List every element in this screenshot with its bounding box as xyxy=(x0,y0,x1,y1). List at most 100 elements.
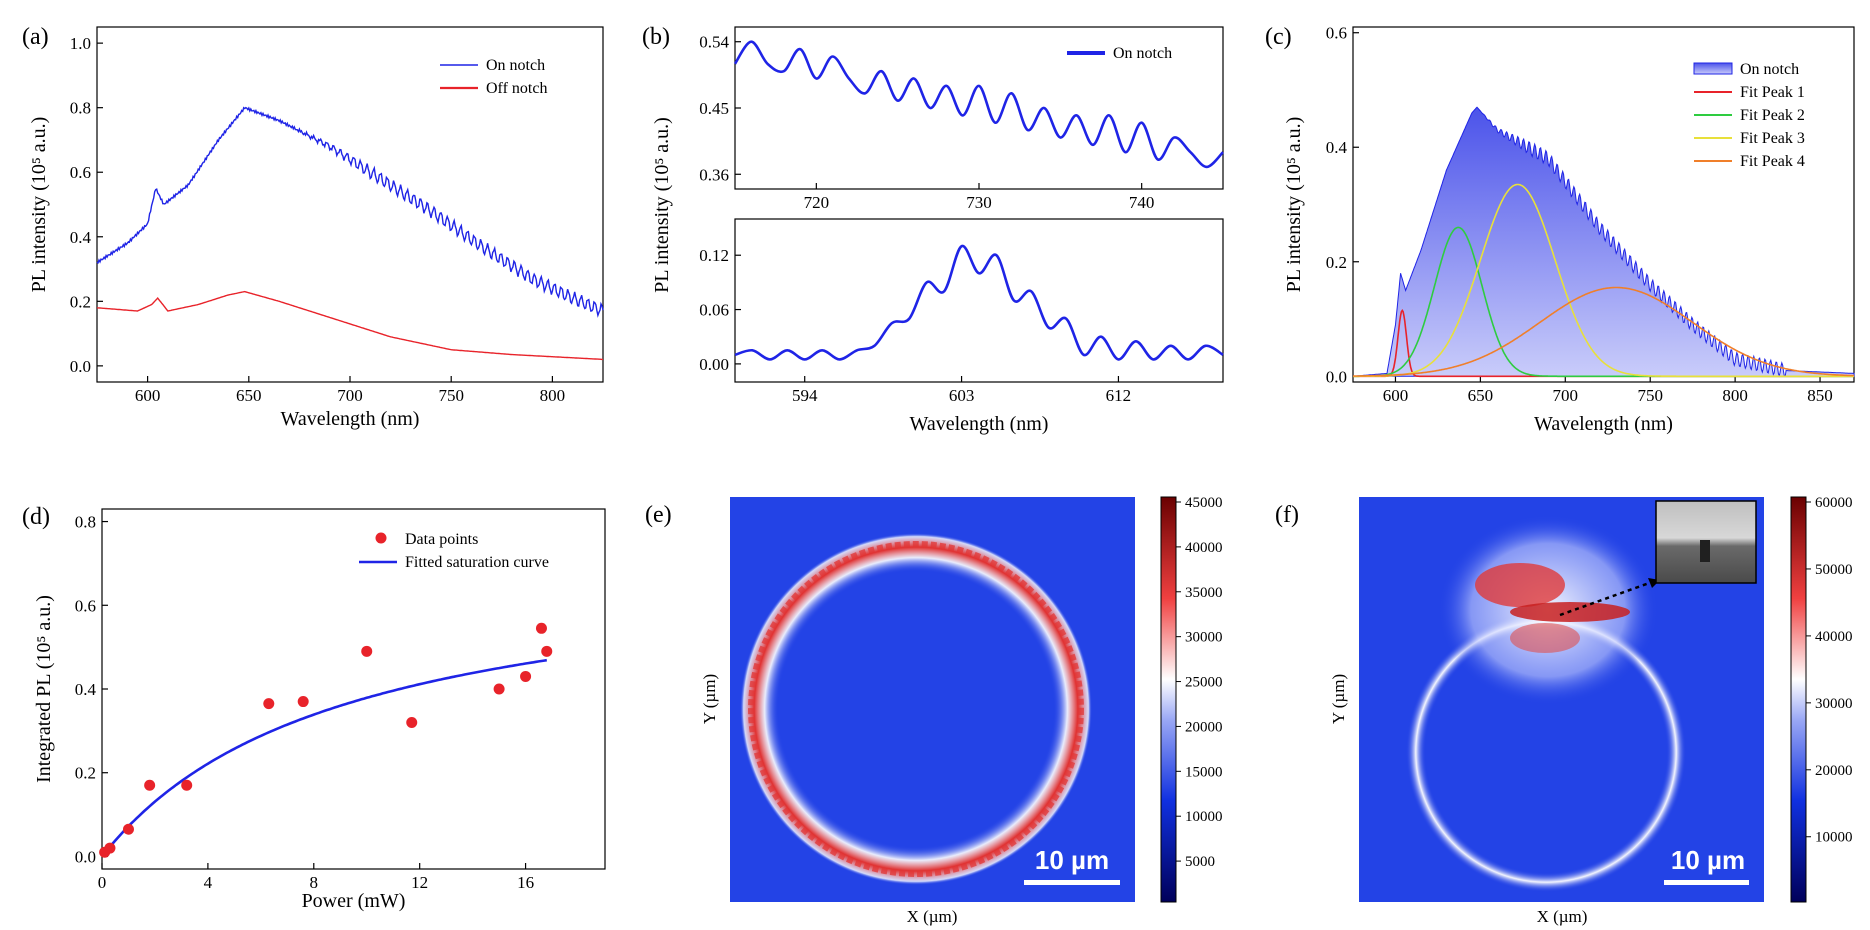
map-f-colorbar-tick-label: 20000 xyxy=(1815,763,1853,779)
c-legend-on-notch-label: On notch xyxy=(1740,61,1799,78)
map-e-colorbar xyxy=(1160,496,1177,903)
b1-ytick-label: 0.45 xyxy=(699,99,729,118)
panel-f-label: (f) xyxy=(1275,502,1299,528)
map-e-colorbar-tick-label: 45000 xyxy=(1185,495,1223,511)
d-ytick-label: 0.4 xyxy=(75,680,97,699)
panel-c: (c) 600 650 700 750 800 850 0.0 0.2 0.4 0.6 Wavelen… xyxy=(1265,24,1855,435)
b2-xtick-label: 603 xyxy=(949,386,975,405)
map-f-colorbar xyxy=(1790,496,1807,903)
b-ylabel: PL intensity (10⁵ a.u.) xyxy=(651,117,673,293)
map-e-colorbar-tick-label: 10000 xyxy=(1185,809,1223,825)
c-legend-fit-peak-3-label: Fit Peak 3 xyxy=(1740,130,1805,147)
c-xtick-label: 850 xyxy=(1807,386,1833,405)
map-e-colorbar-tick-label: 5000 xyxy=(1185,854,1215,870)
map-f-hotspot-lower xyxy=(1510,623,1580,653)
b2-xtick-label: 612 xyxy=(1106,386,1132,405)
map-f-inset-pointer xyxy=(1559,580,1653,617)
map-f-ylabel: Y (µm) xyxy=(1329,674,1348,724)
b2-ytick-label: 0.00 xyxy=(699,355,729,374)
panel-e-label: (e) xyxy=(645,502,672,528)
map-e-colorbar-tick-label: 35000 xyxy=(1185,585,1223,601)
b1-xtick-label: 730 xyxy=(966,193,992,212)
a-xtick-label: 600 xyxy=(135,386,161,405)
c-ylabel: PL intensity (10⁵ a.u.) xyxy=(1283,117,1305,293)
map-f-colorbar-tick-label: 40000 xyxy=(1815,629,1853,645)
map-e-colorbar-tick-label: 15000 xyxy=(1185,764,1223,780)
panel-b-label: (b) xyxy=(642,24,670,50)
b-xlabel: Wavelength (nm) xyxy=(910,413,1049,435)
d-data-point xyxy=(122,823,134,835)
c-ytick-label: 0.2 xyxy=(1326,253,1347,272)
a-xtick-label: 650 xyxy=(236,386,262,405)
panel-f: (f) 10 µm X (µm) Y (µm) 10000 20000 30000 4… xyxy=(1275,495,1853,926)
d-data-point xyxy=(361,645,373,657)
map-e-colorbar-ticks: 5000 10000 15000 20000 25000 30000 35000 40000 4… xyxy=(1176,495,1223,870)
d-data-point xyxy=(520,670,532,682)
c-xtick-label: 600 xyxy=(1383,386,1409,405)
map-e-scalebar xyxy=(1024,880,1120,885)
d-fitted-curve xyxy=(100,658,547,858)
map-e-ring xyxy=(740,533,1092,885)
map-f-colorbar-tick-label: 30000 xyxy=(1815,696,1853,712)
d-xlabel: Power (mW) xyxy=(302,890,406,912)
b1-xtick-label: 740 xyxy=(1129,193,1155,212)
d-data-point xyxy=(181,779,193,791)
map-e-xlabel: X (µm) xyxy=(907,907,958,926)
map-f-colorbar-tick-label: 60000 xyxy=(1815,495,1853,511)
a-series-off-notch xyxy=(96,290,603,361)
a-xtick-label: 700 xyxy=(337,386,363,405)
d-legend-data-points-label: Data points xyxy=(405,531,478,548)
c-ytick-label: 0.0 xyxy=(1326,367,1347,386)
panel-a: (a) 600 650 700 750 800 0.0 0.2 0.4 0.6 0.8 1.0 Wave… xyxy=(22,24,604,430)
c-xtick-label: 700 xyxy=(1553,386,1579,405)
d-data-point xyxy=(144,779,156,791)
d-data-point xyxy=(406,716,418,728)
d-legend-fitted-curve-label: Fitted saturation curve xyxy=(405,554,549,571)
d-xtick-label: 12 xyxy=(411,873,428,892)
panel-e: (e) 10 µm X (µm) Y (µm) 5000 10000 15000 20… xyxy=(645,495,1223,926)
d-data-point xyxy=(104,842,116,854)
b1-xtick-label: 720 xyxy=(804,193,830,212)
panel-d-label: (d) xyxy=(22,504,50,530)
map-f-hotspot-left xyxy=(1475,563,1565,607)
a-ytick-label: 0.8 xyxy=(70,99,91,118)
c-ytick-label: 0.6 xyxy=(1326,24,1347,43)
d-xtick-label: 8 xyxy=(310,873,319,892)
map-f-sem-pillar xyxy=(1700,540,1710,562)
map-e-scalebar-label: 10 µm xyxy=(1035,845,1109,875)
b1-ytick-label: 0.54 xyxy=(699,33,729,52)
c-fit-peak-4 xyxy=(1353,286,1855,377)
c-area-on-notch xyxy=(1352,106,1855,378)
map-f-colorbar-ticks: 10000 20000 30000 40000 50000 60000 xyxy=(1806,495,1853,846)
a-ytick-label: 0.2 xyxy=(70,292,91,311)
b2-ytick-label: 0.06 xyxy=(699,301,729,320)
a-legend-off-notch-label: Off notch xyxy=(486,80,547,97)
b1-series-on-notch xyxy=(733,40,1224,169)
a-series-on-notch xyxy=(96,106,604,318)
c-frame xyxy=(1352,26,1855,383)
panel-c-label: (c) xyxy=(1265,24,1292,50)
a-xtick-label: 800 xyxy=(540,386,566,405)
panel-a-label: (a) xyxy=(22,24,49,50)
map-e-ring-core xyxy=(748,541,1084,877)
a-legend-on-notch-label: On notch xyxy=(486,57,545,74)
c-xtick-label: 800 xyxy=(1722,386,1748,405)
d-xtick-label: 4 xyxy=(204,873,213,892)
d-ytick-label: 0.2 xyxy=(75,764,96,783)
map-e-colorbar-tick-label: 30000 xyxy=(1185,630,1223,646)
a-ytick-label: 0.4 xyxy=(70,228,92,247)
a-ylabel: PL intensity (10⁵ a.u.) xyxy=(28,117,50,293)
c-fit-peak-3 xyxy=(1353,183,1854,378)
map-f-scalebar xyxy=(1664,880,1749,885)
b2-ytick-label: 0.12 xyxy=(699,246,729,265)
c-xlabel: Wavelength (nm) xyxy=(1534,413,1673,435)
d-data-point xyxy=(297,696,309,708)
b-legend-on-notch-label: On notch xyxy=(1113,45,1172,62)
c-xtick-label: 750 xyxy=(1637,386,1663,405)
b2-xtick-label: 594 xyxy=(792,386,818,405)
c-legend-fit-peak-1-label: Fit Peak 1 xyxy=(1740,84,1805,101)
b2-series-on-notch xyxy=(734,244,1224,361)
b2-frame xyxy=(734,218,1224,383)
panel-b: (b) 720 730 740 0.36 0.45 0.54 594 603 612 0.00 0.0… xyxy=(642,24,1224,435)
